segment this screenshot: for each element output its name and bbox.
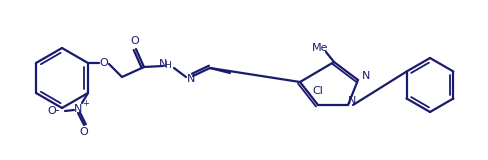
Text: N: N [347,96,355,106]
Text: N: N [74,104,82,114]
Text: O: O [100,58,108,68]
Text: -: - [54,104,59,117]
Text: O: O [130,36,139,46]
Text: Me: Me [311,43,327,53]
Text: O: O [80,127,88,137]
Text: +: + [82,100,89,108]
Text: N: N [186,74,195,84]
Text: H: H [164,60,171,69]
Text: N: N [361,71,369,81]
Text: O: O [47,106,56,116]
Text: Cl: Cl [312,86,323,96]
Text: N: N [159,59,167,69]
